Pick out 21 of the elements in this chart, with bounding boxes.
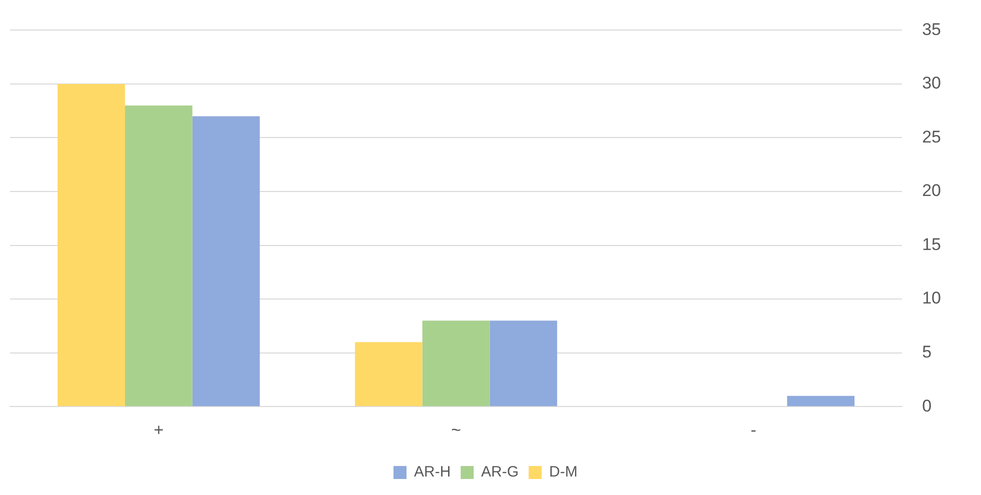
x-tick-label: - — [750, 420, 756, 440]
y-tick-label: 10 — [922, 288, 942, 308]
bar — [58, 84, 125, 406]
legend-label: D-M — [549, 464, 578, 481]
x-tick-label: + — [154, 420, 164, 440]
y-tick-label: 5 — [922, 342, 932, 362]
y-tick-label: 25 — [922, 127, 942, 146]
y-tick-label: 20 — [922, 181, 942, 200]
y-tick-label: 0 — [922, 396, 932, 416]
bar — [192, 116, 260, 406]
bar — [787, 396, 855, 406]
bar — [422, 320, 490, 406]
x-tick-label: ~ — [451, 420, 462, 440]
bar — [490, 320, 558, 406]
y-tick-label: 35 — [922, 20, 942, 39]
y-tick-label: 30 — [922, 74, 942, 93]
bar — [124, 105, 192, 406]
legend-label: AR-H — [414, 464, 451, 481]
bar — [354, 342, 422, 406]
legend-label: AR-G — [481, 464, 519, 481]
y-tick-label: 15 — [922, 234, 942, 254]
